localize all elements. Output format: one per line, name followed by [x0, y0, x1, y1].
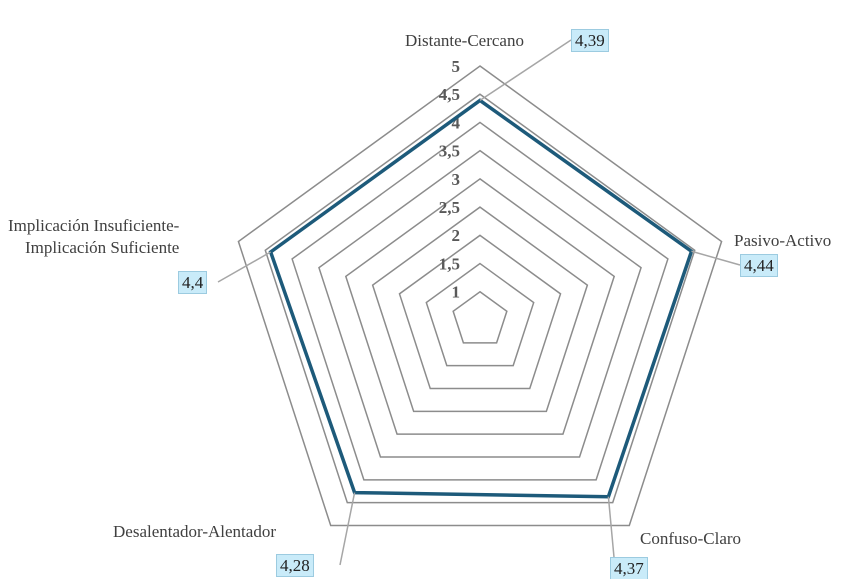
- data-label: 4,39: [571, 29, 609, 52]
- category-label: Distante-Cercano: [405, 31, 524, 50]
- data-label: 4,28: [276, 554, 314, 577]
- leader-line: [339, 492, 356, 566]
- category-label: Implicación Insuficiente- Implicación Su…: [8, 216, 180, 257]
- series-line: [268, 98, 694, 499]
- data-label: 4,4: [178, 271, 208, 294]
- leader-line: [607, 496, 616, 569]
- r-tick-label: 3: [452, 170, 461, 189]
- grid-ring: [398, 234, 562, 390]
- r-tick-label: 2: [452, 226, 461, 245]
- leader-line: [479, 39, 572, 102]
- data-label: 4,37: [610, 557, 648, 579]
- grid-ring: [318, 149, 642, 458]
- r-tick-label: 1: [452, 283, 461, 302]
- category-label: Pasivo-Activo: [734, 231, 832, 250]
- category-label: Confuso-Claro: [640, 529, 742, 548]
- leader-line: [217, 251, 272, 283]
- r-tick-label: 5: [452, 57, 461, 76]
- grid-ring: [452, 290, 508, 344]
- data-label: 4,44: [740, 254, 778, 277]
- r-tick-label: 1,5: [439, 254, 460, 273]
- grid-ring: [291, 121, 669, 481]
- category-label: Desalentador-Alentador: [113, 522, 276, 541]
- grid-ring: [237, 65, 723, 527]
- r-tick-label: 4,5: [439, 85, 460, 104]
- grid-ring: [344, 177, 616, 435]
- grid-ring: [371, 206, 589, 413]
- leader-line: [691, 250, 741, 266]
- grid-ring: [425, 262, 535, 367]
- r-tick-label: 2,5: [439, 198, 460, 217]
- r-tick-label: 4: [452, 113, 461, 132]
- r-tick-label: 3,5: [439, 142, 460, 161]
- grid-ring: [264, 93, 696, 504]
